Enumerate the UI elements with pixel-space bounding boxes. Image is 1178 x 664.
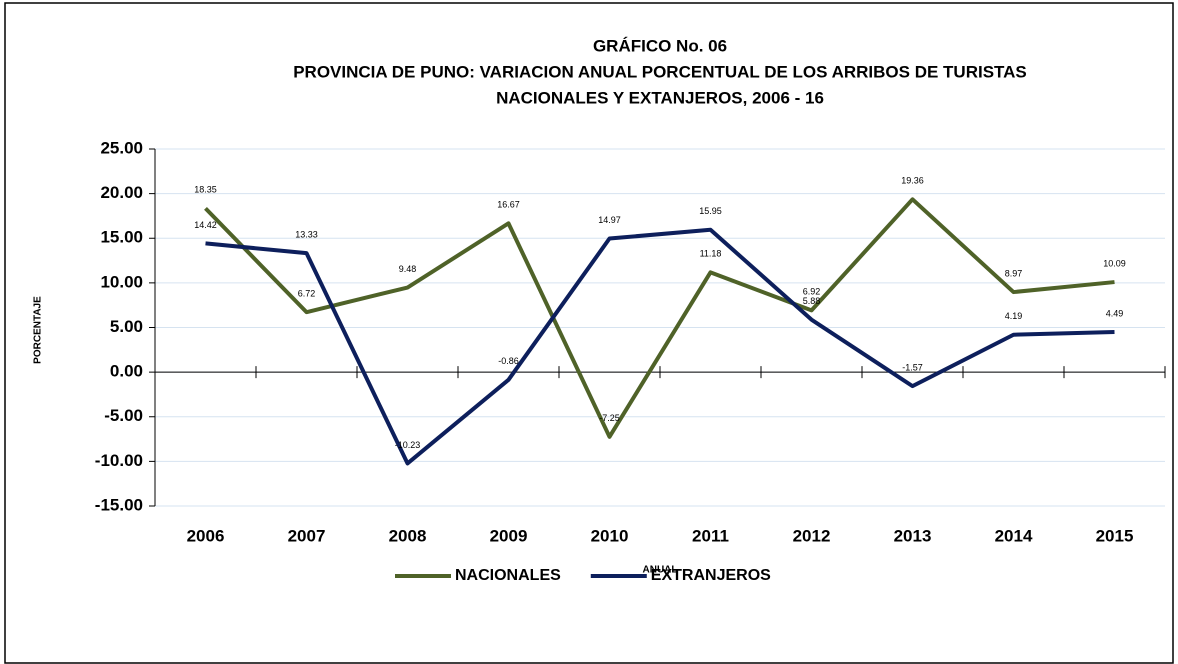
y-tick-label: 15.00	[100, 228, 143, 247]
data-label: 13.33	[295, 230, 318, 240]
x-tick-label: 2006	[187, 526, 225, 545]
x-tick-label: 2008	[389, 526, 427, 545]
series-line	[204, 197, 1115, 439]
x-tick-label: 2007	[288, 526, 326, 545]
y-tick-label: 25.00	[100, 138, 143, 157]
data-label: 4.49	[1106, 308, 1124, 318]
data-label: 11.18	[700, 249, 722, 259]
x-tick-label: 2009	[490, 526, 528, 545]
data-label: 10.09	[1103, 258, 1126, 268]
data-label: 6.92	[803, 287, 821, 297]
data-label: -7.25	[599, 413, 620, 423]
data-label: -10.23	[395, 440, 421, 450]
data-label: 14.42	[194, 220, 217, 230]
x-tick-label: 2013	[894, 526, 932, 545]
x-tick-label: 2012	[793, 526, 831, 545]
x-tick-label: 2010	[591, 526, 629, 545]
chart-frame	[4, 2, 1174, 664]
x-tick-label: 2014	[995, 526, 1033, 545]
y-tick-label: -5.00	[104, 406, 143, 425]
y-tick-label: -10.00	[95, 451, 143, 470]
series-line	[205, 227, 1115, 466]
x-tick-label: 2015	[1096, 526, 1134, 545]
y-tick-label: 5.00	[110, 317, 143, 336]
data-label: 14.97	[598, 215, 621, 225]
chart-subtitle: PROVINCIA DE PUNO: VARIACION ANUAL PORCE…	[293, 62, 1027, 81]
chart-subtitle: NACIONALES Y EXTANJEROS, 2006 - 16	[496, 88, 824, 107]
y-tick-label: 10.00	[100, 272, 143, 291]
y-tick-label: 20.00	[100, 183, 143, 202]
legend-label: NACIONALES	[455, 567, 561, 584]
data-label: -0.86	[498, 356, 519, 366]
data-label: 8.97	[1005, 268, 1023, 278]
data-label: 5.88	[803, 296, 821, 306]
y-tick-label: 0.00	[110, 362, 143, 381]
x-axis-label: ANUAL	[643, 565, 678, 576]
data-label: 4.19	[1005, 311, 1023, 321]
data-label: 9.48	[399, 264, 417, 274]
data-label: 18.35	[194, 185, 217, 195]
legend-label: EXTRANJEROS	[651, 567, 771, 584]
data-label: 15.95	[699, 206, 722, 216]
y-axis-label: PORCENTAJE	[33, 296, 44, 364]
data-label: 19.36	[901, 176, 924, 186]
data-label: 6.72	[298, 289, 316, 299]
data-label: -1.57	[902, 363, 923, 373]
data-label: 16.67	[497, 200, 520, 210]
x-tick-label: 2011	[692, 526, 729, 545]
chart-title: GRÁFICO No. 06	[593, 36, 727, 55]
y-tick-label: -15.00	[95, 495, 143, 514]
